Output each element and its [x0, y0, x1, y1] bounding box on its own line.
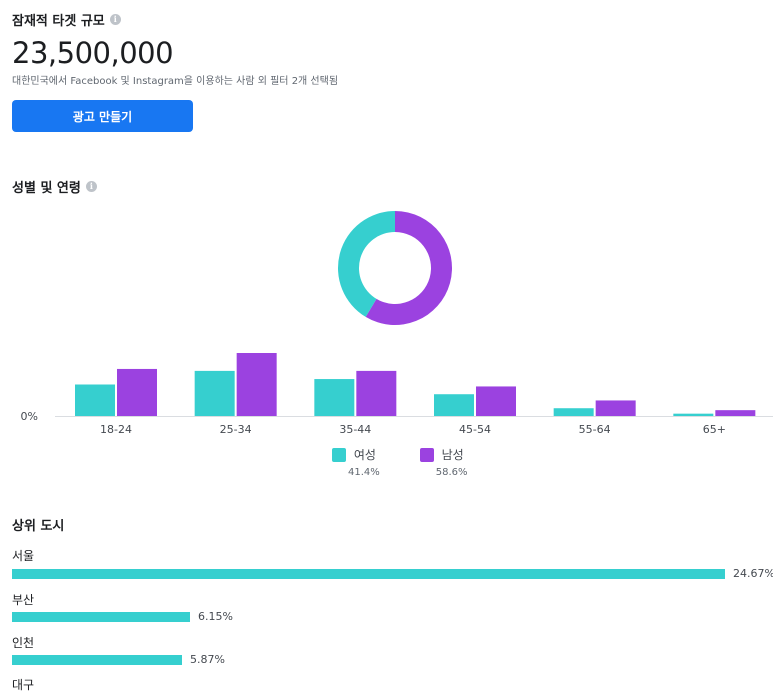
bar-35-44-male[interactable] — [356, 370, 397, 416]
donut-slice-male[interactable] — [365, 211, 452, 325]
city-bar-incheon — [12, 655, 182, 665]
x-tick-label: 65+ — [703, 423, 726, 436]
legend-percent-female: 41.4% — [348, 467, 380, 478]
city-bar-busan — [12, 612, 190, 622]
x-tick-label: 18-24 — [100, 423, 132, 436]
bar-55-64-female[interactable] — [553, 408, 594, 416]
bar-65+-male[interactable] — [715, 410, 756, 416]
info-icon[interactable]: i — [85, 181, 97, 192]
bar-35-44-female[interactable] — [314, 379, 355, 416]
x-tick-label: 35-44 — [339, 423, 371, 436]
city-percent-incheon: 5.87% — [190, 653, 225, 666]
legend-item-male[interactable]: 남성 58.6% — [416, 446, 468, 478]
x-tick-label: 55-64 — [579, 423, 611, 436]
legend-percent-male: 58.6% — [435, 467, 468, 478]
city-name-incheon: 인천 — [12, 636, 35, 650]
y-tick-label: 0% — [21, 410, 38, 423]
bar-25-34-female[interactable] — [194, 370, 235, 416]
top-cities-title-text: 상위 도시 — [12, 519, 65, 534]
audience-title-text: 잠재적 타겟 규모 — [12, 14, 105, 29]
city-percent-seoul: 24.67% — [733, 567, 773, 580]
bar-18-24-female[interactable] — [75, 384, 115, 417]
audience-description: 대한민국에서 Facebook 및 Instagram을 이용하는 사람 외 필… — [12, 76, 339, 87]
city-name-daegu: 대구 — [12, 678, 35, 692]
donut-slice-female[interactable] — [337, 211, 395, 317]
audience-count: 23,500,000 — [12, 36, 174, 70]
legend-label-male: 남성 — [441, 448, 464, 462]
x-tick-label: 25-34 — [220, 423, 252, 436]
bar-18-24-male[interactable] — [117, 368, 157, 416]
bar-45-54-female[interactable] — [434, 394, 474, 416]
info-icon[interactable]: i — [109, 14, 121, 25]
bar-55-64-male[interactable] — [595, 400, 636, 416]
gender-donut-chart — [337, 211, 452, 325]
x-tick-label: 45-54 — [459, 423, 491, 436]
legend-label-female: 여성 — [353, 448, 376, 462]
create-ad-button[interactable]: 광고 만들기 — [12, 100, 193, 132]
male-swatch — [419, 447, 434, 462]
age-bar-chart: 0% 18-24 25-34 35-44 45-54 55-64 65+ — [21, 353, 773, 436]
city-bar-seoul — [12, 569, 725, 579]
top-cities-title: 상위 도시 — [12, 515, 64, 534]
bar-45-54-male[interactable] — [476, 386, 516, 416]
city-name-busan: 부산 — [12, 593, 35, 607]
chart-legend: 여성 41.4% 남성 58.6% — [328, 446, 468, 478]
city-name-seoul: 서울 — [12, 549, 35, 563]
gender-age-title: 성별 및 연령 i — [12, 177, 97, 196]
female-swatch — [331, 447, 346, 462]
city-percent-busan: 6.15% — [198, 610, 233, 623]
gender-age-title-text: 성별 및 연령 — [12, 181, 81, 196]
bar-25-34-male[interactable] — [236, 353, 277, 416]
bar-65+-female[interactable] — [673, 413, 714, 416]
audience-title: 잠재적 타겟 규모 i — [12, 10, 121, 29]
legend-item-female[interactable]: 여성 41.4% — [328, 446, 380, 478]
